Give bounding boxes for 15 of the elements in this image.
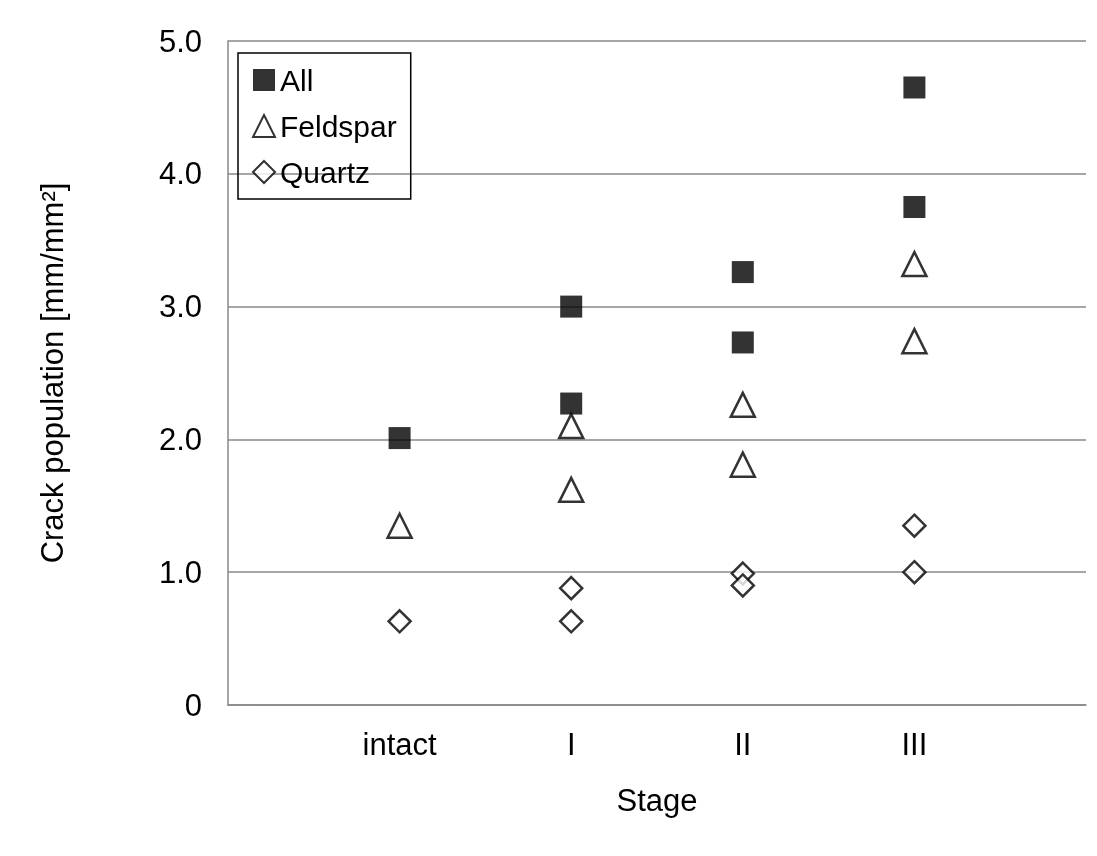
x-tick-label: II (734, 727, 752, 762)
y-tick-label: 0 (184, 687, 202, 723)
x-axis-title: Stage (616, 783, 698, 818)
legend-label: Quartz (280, 155, 371, 189)
x-tick-label: III (901, 727, 928, 762)
y-tick-label: 2.0 (158, 421, 202, 457)
x-tick-label: intact (362, 727, 438, 762)
y-tick-label: 4.0 (158, 156, 202, 192)
y-tick-label: 3.0 (158, 289, 202, 325)
y-tick-label: 5.0 (158, 23, 202, 59)
legend-label: Feldspar (280, 109, 397, 143)
x-tick-label: I (566, 727, 576, 762)
y-tick-label: 1.0 (158, 554, 202, 590)
y-axis-title: Crack population [mm/mm²] (35, 182, 70, 564)
legend-label: All (280, 63, 314, 97)
